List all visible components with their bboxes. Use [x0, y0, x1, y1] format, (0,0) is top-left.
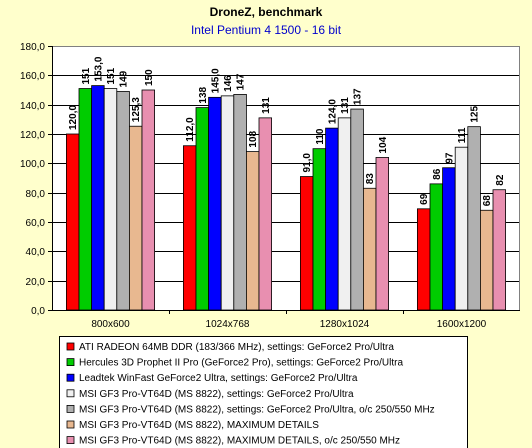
data-label: 151	[81, 67, 92, 84]
bar	[245, 151, 260, 311]
legend-label: Hercules 3D Prophet II Pro (GeForce2 Pro…	[79, 358, 403, 369]
legend-swatch	[66, 389, 75, 398]
bar	[375, 157, 390, 311]
bar	[467, 126, 481, 311]
data-label: 125	[470, 106, 481, 123]
bar	[479, 209, 494, 311]
legend-label: MSI GF3 Pro-VT64D (MS 8822), MAXIMUM DET…	[79, 420, 319, 431]
legend-label: MSI GF3 Pro-VT64D (MS 8822), settings: G…	[79, 389, 354, 400]
x-tick-label: 1024x768	[206, 319, 250, 330]
data-label: 145,0	[210, 68, 221, 93]
data-label: 120,0	[68, 105, 79, 130]
data-label: 125,3	[131, 97, 142, 122]
data-label: 86	[432, 168, 443, 180]
legend-swatch	[66, 373, 75, 382]
bar	[78, 88, 93, 311]
legend-swatch	[66, 358, 75, 367]
legend-label: Leadtek WinFast GeForce2 Ultra, settings…	[79, 373, 358, 384]
y-tick-label: 20,0	[26, 277, 46, 288]
bar	[195, 107, 210, 311]
bar	[258, 117, 273, 311]
bar	[350, 108, 364, 311]
bar	[442, 167, 456, 311]
data-label: 151	[106, 67, 117, 84]
legend-label: MSI GF3 Pro-VT64D (MS 8822), settings: G…	[79, 404, 435, 415]
x-tick-label: 800x600	[91, 319, 130, 330]
data-label: 104	[378, 136, 389, 153]
y-tick-label: 0,0	[31, 306, 45, 317]
bars	[66, 85, 507, 311]
bar	[454, 146, 469, 311]
bar	[337, 117, 352, 311]
bar	[208, 96, 222, 311]
data-label: 112,0	[185, 117, 196, 142]
data-label: 111	[457, 127, 468, 143]
bar	[492, 189, 507, 311]
data-label: 150	[144, 69, 155, 86]
bar	[429, 183, 444, 311]
legend-swatch	[66, 420, 75, 429]
x-tick-label: 1600x1200	[437, 319, 487, 330]
y-tick-label: 100,0	[20, 159, 45, 170]
y-tick-label: 180,0	[20, 42, 45, 53]
bar	[91, 85, 105, 311]
y-tick-label: 60,0	[26, 218, 46, 229]
bar	[103, 88, 118, 311]
data-label: 108	[248, 130, 259, 147]
data-label: 110	[315, 128, 326, 145]
chart-title: DroneZ, benchmark	[210, 5, 323, 19]
legend-box	[59, 336, 468, 448]
y-tick-label: 160,0	[20, 71, 45, 82]
y-tick-label: 140,0	[20, 101, 45, 112]
chart-subtitle: Intel Pentium 4 1500 - 16 bit	[191, 23, 342, 37]
bar	[362, 187, 377, 311]
bar	[233, 94, 247, 311]
bar	[416, 208, 431, 311]
y-tick-label: 80,0	[26, 189, 46, 200]
bar	[220, 95, 235, 311]
data-label: 147	[236, 73, 247, 90]
data-label: 68	[482, 195, 493, 207]
legend: ATI RADEON 64MB DDR (183/366 MHz), setti…	[59, 336, 468, 448]
bar	[116, 91, 130, 311]
data-label: 131	[261, 97, 272, 114]
data-label: 83	[365, 173, 376, 185]
axes: 0,0 20,0 40,0 60,0 80,0 100,0 120,0 140,0 160,0 1…	[20, 42, 520, 330]
y-tick-label: 120,0	[20, 130, 45, 141]
data-label: 97	[444, 152, 455, 164]
bar	[325, 127, 339, 311]
y-tick-label: 40,0	[26, 247, 46, 258]
data-label: 91,0	[302, 153, 313, 173]
bar	[312, 148, 327, 311]
legend-swatch	[66, 404, 75, 413]
data-label: 124,0	[327, 99, 338, 124]
legend-swatch	[66, 436, 75, 445]
data-label: 138	[198, 86, 209, 103]
data-label: 82	[495, 174, 506, 186]
x-tick-label: 1280x1024	[320, 319, 370, 330]
bar	[141, 89, 156, 311]
data-label: 69	[419, 193, 430, 205]
bar	[182, 145, 197, 311]
data-label: 137	[353, 88, 364, 105]
legend-label: MSI GF3 Pro-VT64D (MS 8822), MAXIMUM DET…	[79, 436, 400, 447]
legend-swatch	[66, 342, 75, 351]
data-label: 149	[119, 70, 130, 87]
bar	[299, 176, 314, 311]
bar	[128, 125, 143, 311]
data-label: 131	[340, 97, 351, 114]
legend-label: ATI RADEON 64MB DDR (183/366 MHz), setti…	[79, 342, 394, 353]
bar	[66, 133, 80, 311]
data-label: 153,0	[93, 56, 104, 81]
data-label: 146	[223, 75, 234, 92]
